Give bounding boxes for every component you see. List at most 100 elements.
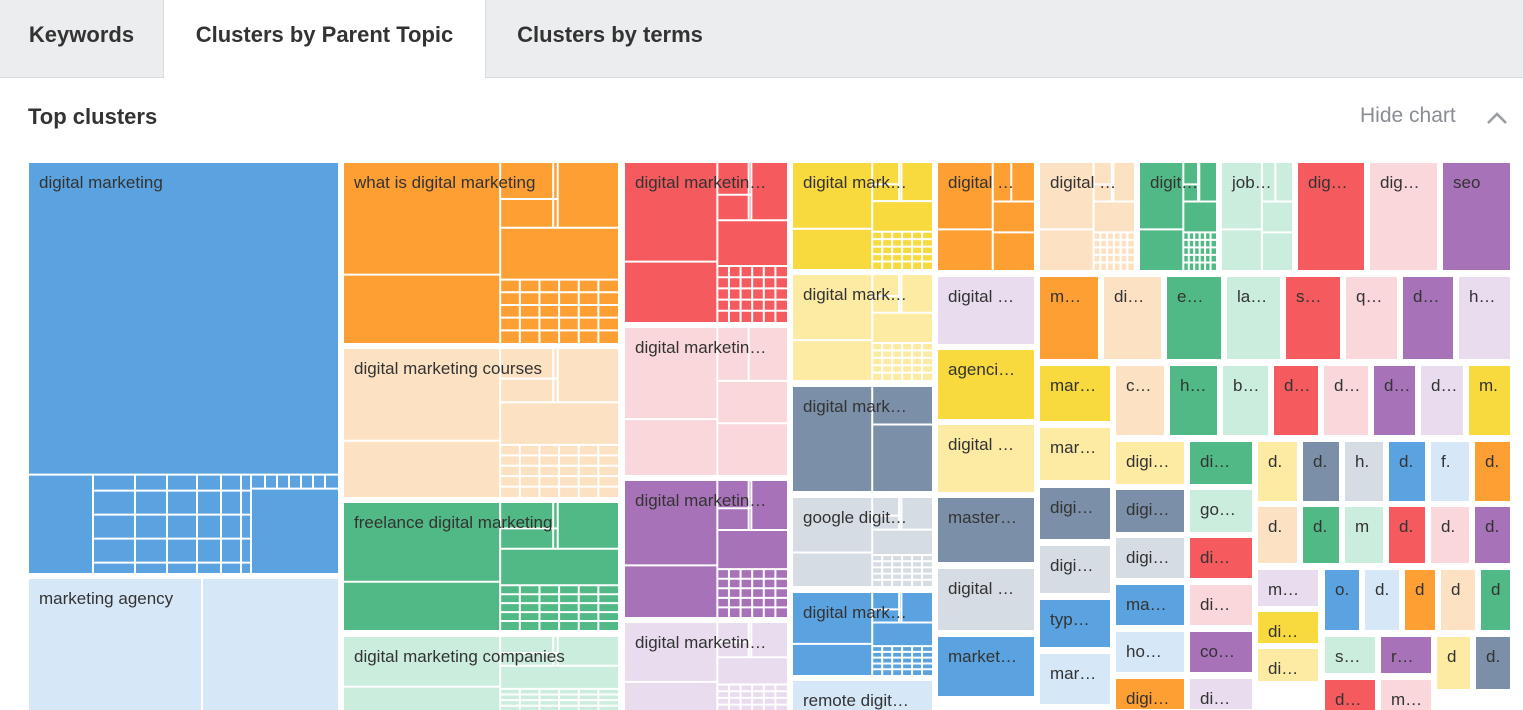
treemap-cell-rect[interactable] (344, 163, 618, 343)
treemap-cell-rect[interactable] (1116, 366, 1164, 435)
treemap-cell-rect[interactable] (1170, 366, 1217, 435)
treemap-cell-rect[interactable] (1481, 570, 1510, 630)
treemap-cell-rect[interactable] (1223, 366, 1268, 435)
treemap-cell-rect[interactable] (1227, 277, 1280, 359)
treemap-cell-rect[interactable] (793, 163, 932, 269)
treemap-cell[interactable]: d… (1324, 366, 1368, 435)
treemap-cell-rect[interactable] (1475, 507, 1510, 563)
treemap-cell-rect[interactable] (1459, 277, 1510, 359)
treemap-cell-rect[interactable] (1258, 570, 1318, 606)
treemap-cell[interactable]: d. (1303, 507, 1339, 563)
treemap-cell-rect[interactable] (938, 498, 1034, 562)
treemap-cell-rect[interactable] (1441, 570, 1475, 630)
treemap-cell-rect[interactable] (1190, 679, 1252, 709)
treemap-cell-rect[interactable] (793, 593, 932, 675)
treemap-cell[interactable]: d. (1389, 507, 1425, 563)
treemap-cell[interactable]: what is digital marketing (344, 163, 618, 343)
treemap-cell[interactable]: d (1481, 570, 1510, 630)
treemap-cell[interactable]: h. (1345, 442, 1383, 501)
treemap-cell[interactable]: d. (1389, 442, 1425, 501)
treemap-cell[interactable]: di… (1190, 585, 1252, 625)
treemap-cell-rect[interactable] (344, 637, 618, 710)
treemap-cell-rect[interactable] (1040, 600, 1110, 647)
treemap-cell[interactable]: m. (1469, 366, 1510, 435)
treemap-cell[interactable]: d… (1274, 366, 1318, 435)
treemap-cell-rect[interactable] (1345, 507, 1383, 563)
treemap-cell-rect[interactable] (1476, 637, 1510, 689)
treemap-cell[interactable]: di… (1190, 538, 1252, 578)
treemap-cell[interactable]: go… (1190, 490, 1252, 532)
hide-chart-button[interactable]: Hide chart (1360, 104, 1456, 127)
chevron-up-icon[interactable] (1486, 110, 1508, 126)
treemap-cell[interactable]: di… (1190, 679, 1252, 709)
treemap-cell[interactable]: remote digit… (793, 681, 932, 710)
treemap-cell[interactable]: mar… (1040, 366, 1110, 421)
treemap-cell[interactable]: d… (1421, 366, 1463, 435)
treemap-cell-rect[interactable] (1116, 679, 1184, 709)
treemap-cell-rect[interactable] (1258, 612, 1318, 643)
treemap-cell[interactable]: dig… (1370, 163, 1437, 270)
treemap-cell[interactable]: seo (1443, 163, 1510, 270)
treemap-cell-rect[interactable] (344, 503, 618, 630)
treemap-cell-rect[interactable] (1040, 546, 1110, 593)
treemap-cell-rect[interactable] (1365, 570, 1399, 630)
treemap-cell-rect[interactable] (1104, 277, 1161, 359)
treemap-cell-rect[interactable] (1345, 442, 1383, 501)
treemap-cell-rect[interactable] (1346, 277, 1397, 359)
treemap-cell[interactable]: di… (1104, 277, 1161, 359)
treemap-cell[interactable]: b… (1223, 366, 1268, 435)
treemap-cell[interactable]: digit… (1140, 163, 1216, 270)
treemap-cell-rect[interactable] (938, 425, 1034, 492)
treemap-cell[interactable]: master… (938, 498, 1034, 562)
treemap-cell[interactable]: digi… (1040, 488, 1110, 539)
treemap-cell-rect[interactable] (1303, 507, 1339, 563)
treemap-cell[interactable]: ho… (1116, 632, 1184, 672)
treemap-cell[interactable]: q… (1346, 277, 1397, 359)
tab-clusters-by-parent-topic[interactable]: Clusters by Parent Topic (163, 0, 486, 78)
treemap-cell-rect[interactable] (1258, 649, 1318, 681)
treemap-cell-rect[interactable] (1190, 538, 1252, 578)
treemap-cell[interactable]: digital marketin… (625, 328, 787, 475)
treemap-cell-rect[interactable] (938, 277, 1034, 344)
treemap-cell-rect[interactable] (1140, 163, 1216, 270)
treemap-cell[interactable]: m… (1381, 680, 1431, 710)
treemap-cell-rect[interactable] (1298, 163, 1364, 270)
treemap-cell[interactable]: digital mark… (793, 163, 932, 269)
treemap-cell-rect[interactable] (1116, 538, 1184, 578)
treemap-cell[interactable]: d. (1475, 507, 1510, 563)
treemap-cell[interactable]: digi… (1116, 679, 1184, 709)
treemap-cell-rect[interactable] (1190, 632, 1252, 672)
tab-keywords[interactable]: Keywords (28, 22, 135, 47)
treemap-cell-rect[interactable] (793, 681, 932, 710)
treemap-cell-rect[interactable] (1286, 277, 1340, 359)
tab-clusters-by-terms[interactable]: Clusters by terms (517, 22, 703, 47)
treemap-cell[interactable]: digital … (938, 425, 1034, 492)
treemap-cell[interactable]: m… (1040, 277, 1098, 359)
treemap-cell-rect[interactable] (938, 569, 1034, 630)
treemap-cell-rect[interactable] (1190, 585, 1252, 625)
treemap-cell-rect[interactable] (1431, 442, 1469, 501)
treemap-cell[interactable]: d… (1374, 366, 1415, 435)
treemap-cell-rect[interactable] (1325, 637, 1375, 673)
treemap-cell[interactable]: job… (1222, 163, 1292, 270)
treemap-cell[interactable]: h… (1170, 366, 1217, 435)
treemap-cell[interactable]: digital marketing (29, 163, 338, 573)
treemap-cell-rect[interactable] (1405, 570, 1435, 630)
treemap-cell[interactable]: d. (1365, 570, 1399, 630)
treemap-cell[interactable]: s… (1286, 277, 1340, 359)
treemap-cell-rect[interactable] (793, 275, 932, 380)
treemap-cell-rect[interactable] (938, 637, 1034, 696)
treemap-cell-rect[interactable] (1116, 442, 1184, 484)
treemap-cell-rect[interactable] (1190, 490, 1252, 532)
treemap-cell[interactable]: m (1345, 507, 1383, 563)
treemap-cell-rect[interactable] (938, 350, 1034, 419)
treemap-cell[interactable]: co… (1190, 632, 1252, 672)
treemap-cell[interactable]: digital marketin… (625, 481, 787, 617)
treemap-cell-rect[interactable] (29, 163, 338, 573)
treemap-cell-rect[interactable] (1303, 442, 1339, 501)
treemap-cell-rect[interactable] (1324, 366, 1368, 435)
treemap-cell-rect[interactable] (625, 623, 787, 710)
treemap-cell[interactable]: digi… (1040, 546, 1110, 593)
treemap-cell[interactable]: digital marketing courses (344, 349, 618, 497)
treemap-cell[interactable]: di… (1190, 442, 1252, 484)
